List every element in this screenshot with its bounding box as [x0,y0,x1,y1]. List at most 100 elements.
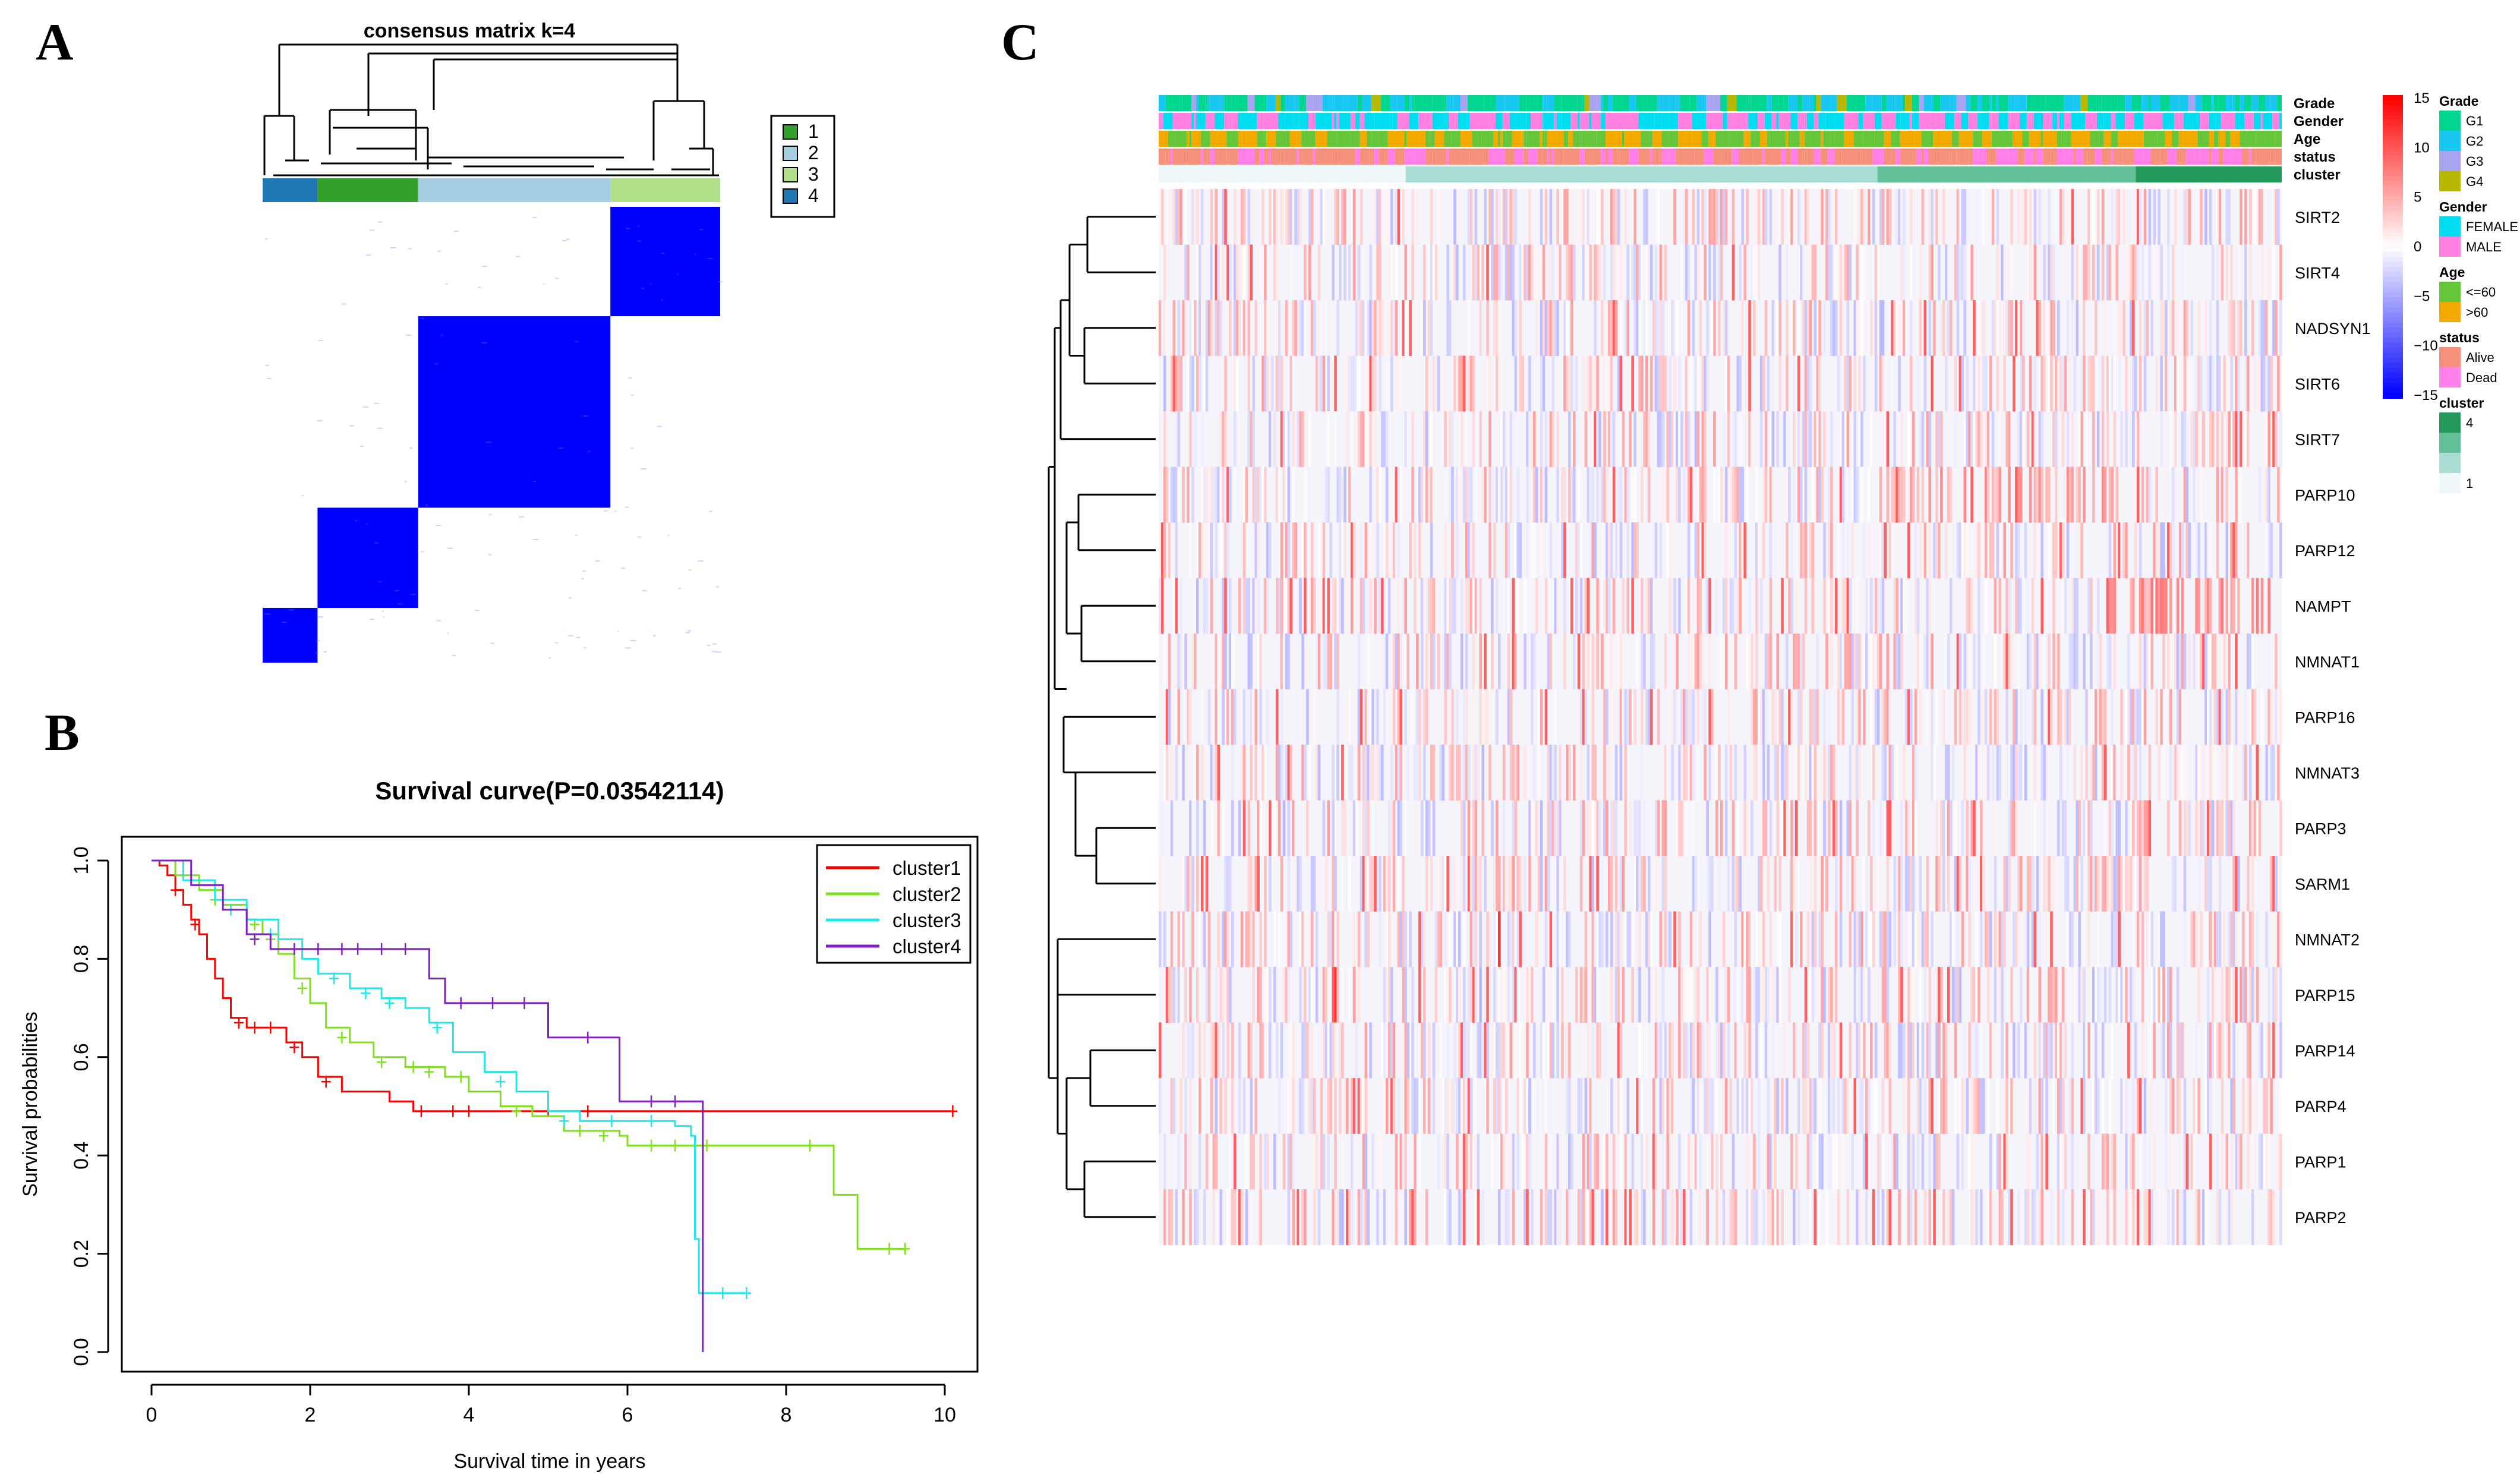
annotation-gender [2240,113,2244,129]
heatmap-cell [1544,911,1548,968]
heatmap-cell [1989,689,1992,745]
heatmap-cell [2139,745,2142,801]
annotation-age [1661,131,1669,147]
heatmap-cell [1687,300,1690,356]
annotation-status [2036,149,2043,165]
heatmap-cell [1919,411,1922,467]
heatmap-cell [1460,1022,1464,1079]
heatmap-cell [1720,634,1723,689]
annotation-status [1608,149,1613,165]
heatmap-cell [1821,856,1824,912]
heatmap-cell [1610,1078,1613,1134]
consensus-noise [687,630,691,632]
heatmap-cell [1509,745,1513,801]
censor-mark-cluster2 [377,1056,387,1069]
annotation-status [1229,149,1238,165]
heatmap-cell [2055,411,2058,467]
heatmap-cell [1633,189,1636,245]
heatmap-cell [1502,1022,1506,1079]
heatmap-cell [2167,1022,2170,1079]
heatmap-cell [1404,300,1407,356]
heatmap-cell [2244,244,2247,301]
heatmap-cell [1287,745,1291,801]
heatmap-cell [1818,467,1821,523]
heatmap-cell [1496,244,1499,301]
heatmap-cell [2073,856,2077,912]
heatmap-cell [2083,634,2086,689]
heatmap-cell [2092,1078,2095,1134]
annotation-status [2232,149,2243,165]
heatmap-cell [1638,856,1641,912]
heatmap-cell [1163,300,1166,356]
heatmap-cell [1816,634,1819,689]
heatmap-cell [2040,578,2043,634]
annotation-grade [1247,95,1255,111]
heatmap-cell [2246,522,2250,578]
heatmap-cell [2080,1078,2083,1134]
heatmap-cell [1963,689,1967,745]
heatmap-cell [1601,911,1604,968]
heatmap-cell [2048,634,2051,689]
heatmap-cell [1958,189,1962,245]
heatmap-cell [1505,1022,1508,1079]
heatmap-cell [1374,578,1377,634]
consensus-noise [434,363,438,365]
heatmap-cell [1362,800,1365,856]
heatmap-cell [1809,800,1812,856]
heatmap-cell [1222,689,1225,745]
annotation-gender [1285,113,1292,129]
heatmap-cell [2073,967,2077,1023]
heatmap-cell [1172,189,1176,245]
heatmap-cell [1362,1133,1365,1190]
heatmap-cell [1205,856,1209,912]
heatmap-cell [2076,856,2079,912]
heatmap-cell [1888,522,1892,578]
heatmap-cell [1676,300,1679,356]
heatmap-cell [2193,467,2196,523]
annotation-status [2134,149,2144,165]
heatmap-cell [1507,578,1510,634]
annotation-age [1502,131,1512,147]
heatmap-cell [1696,522,1700,578]
heatmap-cell [1734,578,1737,634]
heatmap-cell [1853,967,1856,1023]
heatmap-cell [2209,300,2212,356]
heatmap-cell [1704,689,1707,745]
heatmap-cell [2232,800,2235,856]
annotation-gender [2061,113,2064,129]
heatmap-cell [1968,911,1971,968]
heatmap-cell [1837,689,1840,745]
heatmap-cell [2260,355,2264,412]
heatmap-cell [1299,856,1302,912]
consensus-noise [447,632,449,634]
heatmap-cell [1587,578,1590,634]
annotation-gender [1771,113,1777,129]
censor-mark-cluster2 [884,1243,894,1255]
heatmap-cell [2087,244,2090,301]
heatmap-cell [1963,522,1967,578]
heatmap-cell [1352,1078,1356,1134]
heatmap-cell [1528,1078,1531,1134]
heatmap-cell [1669,411,1671,467]
annotation-grade [1727,95,1737,111]
annotation-gender [1589,113,1592,129]
heatmap-cell [2071,634,2074,689]
heatmap-cell [1240,189,1244,245]
heatmap-cell [1945,244,1948,301]
legend-label-3: 3 [808,163,819,185]
heatmap-cell [2275,355,2278,412]
heatmap-cell [1264,467,1267,523]
heatmap-cell [1544,578,1548,634]
heatmap-cell [1381,300,1384,356]
annotation-status [1818,149,1821,165]
annotation-gender [1306,113,1308,129]
heatmap-cell [1437,634,1440,689]
heatmap-cell [1755,1022,1758,1079]
heatmap-cell [1731,467,1735,523]
heatmap-cell [1720,467,1723,523]
heatmap-cell [1297,856,1300,912]
consensus-noise [370,619,375,620]
heatmap-cell [2178,634,2182,689]
heatmap-cell [1818,800,1821,856]
annotation-grade [1788,95,1797,111]
